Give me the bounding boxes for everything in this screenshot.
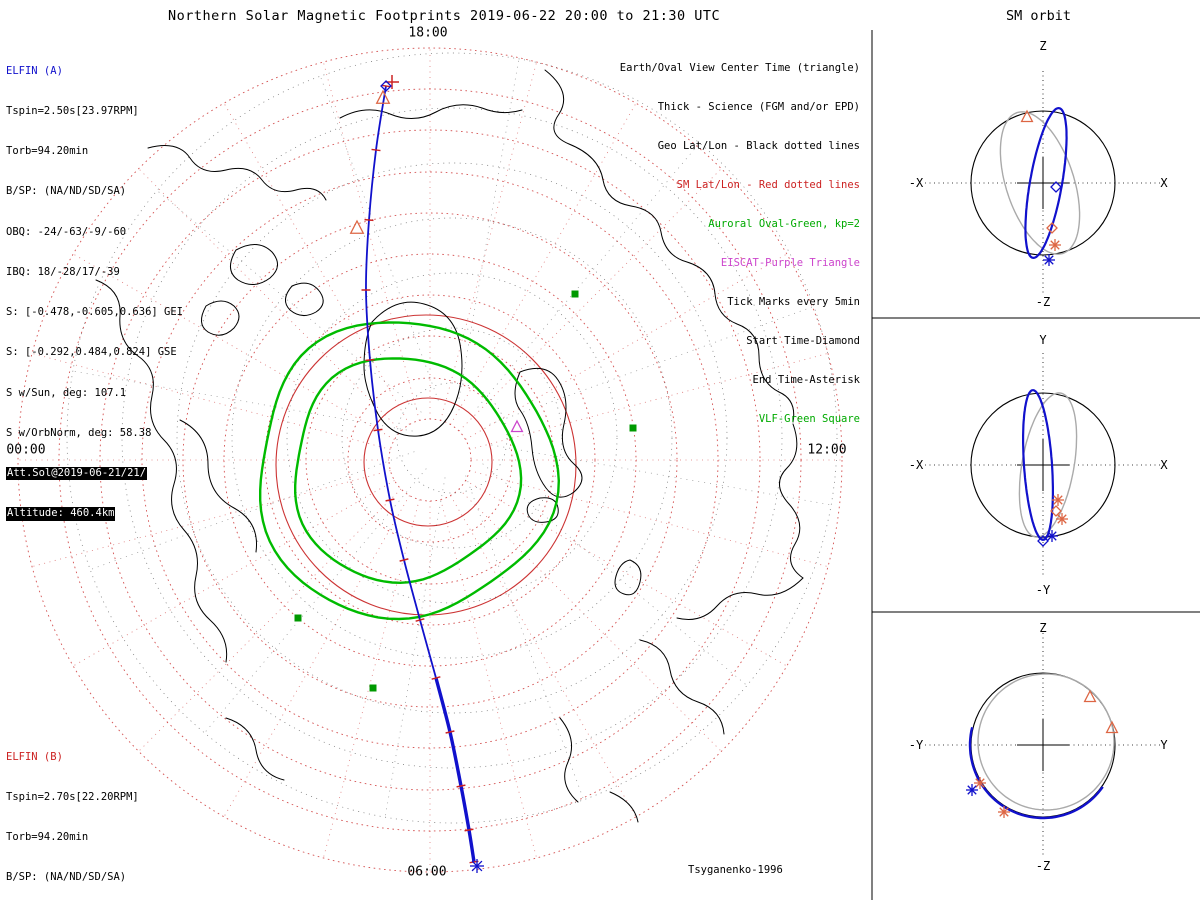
coastline bbox=[639, 639, 725, 735]
clock-label-06: 06:00 bbox=[407, 864, 447, 880]
panel1-axis-right: X bbox=[1160, 176, 1168, 190]
panel2-axis-top: Y bbox=[1039, 333, 1047, 347]
coastline bbox=[609, 791, 639, 823]
elfin-b-title: ELFIN (B) bbox=[6, 750, 63, 763]
panel-dividers bbox=[871, 30, 1200, 900]
coastline bbox=[544, 69, 795, 423]
legend-item: EISCAT-Purple Triangle bbox=[720, 257, 860, 269]
coastline bbox=[95, 279, 228, 663]
coastline bbox=[179, 419, 258, 553]
elfin-a-info: ELFIN (A) Tspin=2.50s[23.97RPM] Torb=94.… bbox=[6, 38, 183, 547]
legend-item: Earth/Oval View Center Time (triangle) bbox=[619, 62, 860, 74]
coastline bbox=[559, 717, 579, 803]
legend-item: VLF-Green Square bbox=[758, 413, 860, 425]
legend-item: Geo Lat/Lon - Black dotted lines bbox=[657, 140, 860, 152]
legend: Earth/Oval View Center Time (triangle) T… bbox=[620, 36, 860, 452]
legend-item: Thick - Science (FGM and/or EPD) bbox=[657, 101, 860, 113]
sm-grid bbox=[17, 47, 843, 873]
legend-item: SM Lat/Lon - Red dotted lines bbox=[676, 179, 860, 191]
coastline bbox=[201, 300, 240, 336]
panel2-axis-right: X bbox=[1160, 458, 1168, 472]
map-markers bbox=[294, 75, 637, 873]
info-line: Torb=94.20min bbox=[6, 145, 89, 158]
sm-orbit-title: SM orbit bbox=[1006, 8, 1072, 24]
coastline bbox=[285, 282, 324, 316]
info-line: B/SP: (NA/ND/SD/SA) bbox=[6, 185, 127, 198]
panel1-axis-bottom: -Z bbox=[1035, 295, 1051, 309]
panel3-axis-left: -Y bbox=[908, 738, 924, 752]
footer: Tsyganenko-1996 Created: Wed Jan 25 11:2… bbox=[688, 838, 897, 900]
info-line: B/SP: (NA/ND/SD/SA) bbox=[6, 871, 127, 884]
satellite-track bbox=[361, 84, 479, 864]
coastline bbox=[230, 244, 278, 285]
clock-label-12: 12:00 bbox=[807, 442, 847, 458]
info-line: Tspin=2.50s[23.97RPM] bbox=[6, 105, 139, 118]
coastlines bbox=[95, 69, 804, 823]
legend-item: End Time-Asterisk bbox=[752, 374, 860, 386]
panel3-axis-bottom: -Z bbox=[1035, 859, 1051, 873]
panel2-axis-left: -X bbox=[908, 458, 924, 472]
info-line: S: [-0.292,0.484,0.824] GSE bbox=[6, 346, 177, 359]
coastline-scandinavia bbox=[514, 367, 583, 498]
legend-item: Tick Marks every 5min bbox=[727, 296, 860, 308]
panel2-axis-bottom: -Y bbox=[1035, 583, 1051, 597]
info-line: S w/Sun, deg: 107.1 bbox=[6, 386, 127, 399]
panel3-axis-top: Z bbox=[1039, 621, 1047, 635]
info-line: Tspin=2.70s[22.20RPM] bbox=[6, 791, 139, 804]
model-label: Tsyganenko-1996 bbox=[688, 864, 783, 876]
orbit-panels bbox=[925, 71, 1161, 857]
panel3-axis-right: Y bbox=[1160, 738, 1168, 752]
legend-item: Auroral Oval-Green, kp=2 bbox=[708, 218, 860, 230]
panel1-axis-left: -X bbox=[908, 176, 924, 190]
info-line: OBQ: -24/-63/-9/-60 bbox=[6, 225, 127, 238]
page-title: Northern Solar Magnetic Footprints 2019-… bbox=[168, 8, 721, 24]
elfin-b-info: ELFIN (B) Tspin=2.70s[22.20RPM] Torb=94.… bbox=[6, 724, 177, 900]
coastline bbox=[676, 577, 804, 620]
info-line: S w/OrbNorm, deg: 58.38 bbox=[6, 426, 152, 439]
legend-item: Start Time-Diamond bbox=[746, 335, 860, 347]
elfin-a-title: ELFIN (A) bbox=[6, 64, 63, 77]
clock-label-18: 18:00 bbox=[408, 25, 448, 41]
info-line-attsol: Att.Sol@2019-06-21/21/ bbox=[6, 467, 148, 481]
coastline bbox=[779, 423, 804, 579]
auroral-oval bbox=[259, 321, 561, 621]
info-line: IBQ: 18/-28/17/-39 bbox=[6, 265, 120, 278]
coastline bbox=[225, 717, 285, 781]
panel1-axis-top: Z bbox=[1039, 39, 1047, 53]
coastline bbox=[147, 145, 327, 201]
info-line: S: [-0.478,-0.605,0.636] GEI bbox=[6, 306, 184, 319]
info-line: Torb=94.20min bbox=[6, 831, 89, 844]
coastline-greenland bbox=[363, 301, 463, 437]
clock-label-00: 00:00 bbox=[6, 442, 46, 458]
coastline bbox=[614, 559, 642, 596]
coastline bbox=[339, 104, 523, 119]
info-line-altitude: Altitude: 460.4km bbox=[6, 507, 116, 521]
